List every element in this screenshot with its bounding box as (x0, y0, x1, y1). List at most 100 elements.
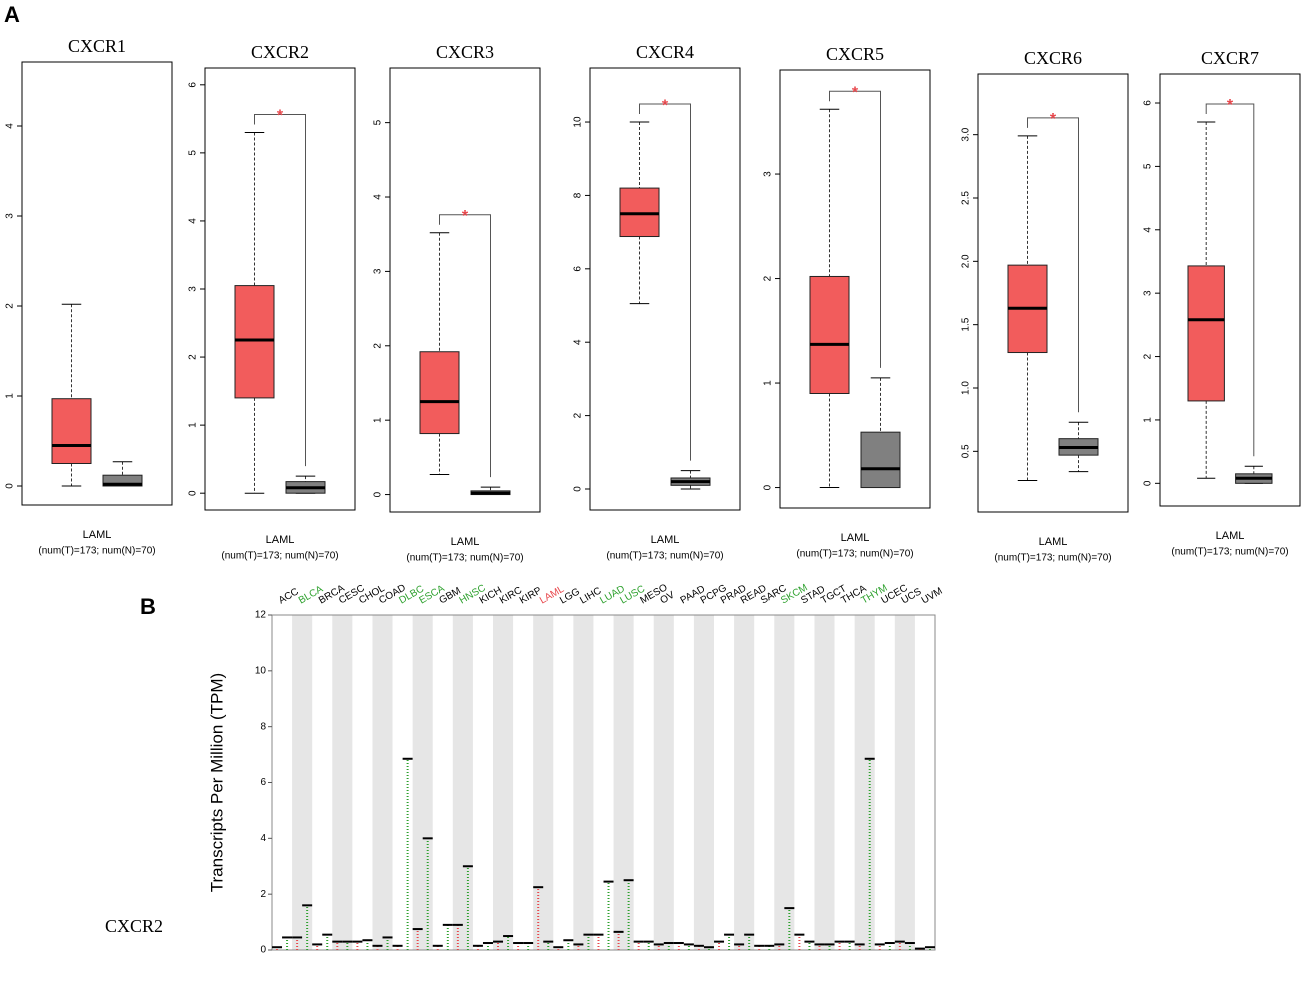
band-shade (734, 615, 755, 950)
y-tick-label: 5 (1143, 163, 1154, 169)
chart-title: CXCR1 (68, 36, 126, 56)
plot-frame (21, 61, 173, 506)
sample-label: (num(T)=173; num(N)=70) (606, 551, 723, 562)
panel-label: A (4, 2, 20, 27)
y-tick-label: 1 (373, 417, 384, 423)
plot-frame (779, 69, 931, 509)
sample-label: (num(T)=173; num(N)=70) (221, 551, 338, 562)
y-tick-label: 6 (1143, 100, 1154, 106)
box (51, 398, 92, 465)
y-tick-label: 2 (573, 412, 584, 418)
y-tick-label: 12 (255, 610, 267, 621)
plot-frame (977, 73, 1129, 513)
chart-title: CXCR4 (636, 42, 694, 62)
y-tick-label: 4 (373, 194, 384, 200)
y-tick-label: 1 (1143, 417, 1154, 423)
y-tick-label: 8 (260, 721, 266, 732)
y-tick-label: 2 (5, 303, 16, 309)
y-tick-label: 1 (763, 380, 774, 386)
box (860, 431, 901, 489)
y-tick-label: 5 (373, 119, 384, 125)
y-tick-label: 3 (763, 171, 774, 177)
y-tick-label: 0 (373, 491, 384, 497)
significance-mark: * (852, 84, 859, 101)
band-shade (292, 615, 313, 950)
category-label: LAML (83, 529, 112, 541)
band-shade (894, 615, 915, 950)
gene-label: CXCR2 (105, 916, 163, 936)
y-tick-label: 4 (573, 339, 584, 345)
significance-mark: * (462, 208, 469, 225)
significance-mark: * (1227, 97, 1234, 114)
band-shade (653, 615, 674, 950)
category-label: LAML (451, 536, 480, 548)
panel-label: B (140, 594, 156, 619)
significance-bracket (1205, 103, 1255, 457)
chart-title: CXCR6 (1024, 48, 1082, 68)
y-tick-label: 0 (1143, 480, 1154, 486)
box (234, 285, 275, 399)
sample-label: (num(T)=173; num(N)=70) (994, 553, 1111, 564)
y-tick-label: 10 (255, 665, 267, 676)
y-tick-label: 1 (5, 393, 16, 399)
category-label: LAML (651, 534, 680, 546)
box (809, 275, 850, 394)
significance-bracket (1027, 117, 1079, 413)
y-tick-label: 2.5 (961, 191, 972, 205)
chart-title: CXCR5 (826, 44, 884, 64)
band-shade (332, 615, 353, 950)
plot-frame (1159, 73, 1301, 507)
significance-bracket (254, 113, 306, 467)
band-shade (452, 615, 473, 950)
y-tick-label: 3 (188, 286, 199, 292)
band-shade (613, 615, 634, 950)
significance-mark: * (277, 108, 284, 125)
band-shade (533, 615, 554, 950)
y-tick-label: 4 (188, 218, 199, 224)
box (419, 351, 460, 435)
y-tick-label: 2 (763, 275, 774, 281)
y-tick-label: 0 (5, 483, 16, 489)
category-label: LAML (1039, 536, 1068, 548)
band-shade (412, 615, 433, 950)
y-tick-label: 10 (573, 116, 584, 128)
plot-frame (271, 614, 936, 951)
significance-bracket (439, 214, 491, 478)
band-shade (573, 615, 594, 950)
chart-title: CXCR2 (251, 42, 309, 62)
plot-frame (204, 67, 356, 511)
y-tick-label: 3 (5, 213, 16, 219)
y-tick-label: 1.5 (961, 317, 972, 331)
plot-frame (389, 67, 541, 513)
y-tick-label: 3.0 (961, 127, 972, 141)
y-tick-label: 2 (1143, 353, 1154, 359)
significance-bracket (639, 103, 691, 461)
band-shade (814, 615, 835, 950)
sample-label: (num(T)=173; num(N)=70) (406, 553, 523, 564)
band-shade (372, 615, 393, 950)
y-axis-label: Transcripts Per Million (TPM) (207, 673, 226, 892)
significance-mark: * (1050, 111, 1057, 128)
y-tick-label: 2 (373, 343, 384, 349)
y-tick-label: 3 (1143, 290, 1154, 296)
y-tick-label: 3 (373, 268, 384, 274)
chart-title: CXCR7 (1201, 48, 1259, 68)
y-tick-label: 4 (260, 833, 266, 844)
category-label: LAML (266, 534, 295, 546)
y-tick-label: 4 (5, 123, 16, 129)
y-tick-label: 8 (573, 192, 584, 198)
sample-label: (num(T)=173; num(N)=70) (38, 546, 155, 557)
x-tick-label: UVM (920, 586, 945, 607)
band-shade (774, 615, 795, 950)
y-tick-label: 1.0 (961, 381, 972, 395)
y-tick-label: 0.5 (961, 444, 972, 458)
box (102, 474, 143, 487)
chart-title: CXCR3 (436, 42, 494, 62)
category-label: LAML (841, 532, 870, 544)
y-tick-label: 4 (1143, 227, 1154, 233)
y-tick-label: 5 (188, 150, 199, 156)
y-tick-label: 2 (188, 354, 199, 360)
band-shade (693, 615, 714, 950)
sample-label: (num(T)=173; num(N)=70) (796, 549, 913, 560)
